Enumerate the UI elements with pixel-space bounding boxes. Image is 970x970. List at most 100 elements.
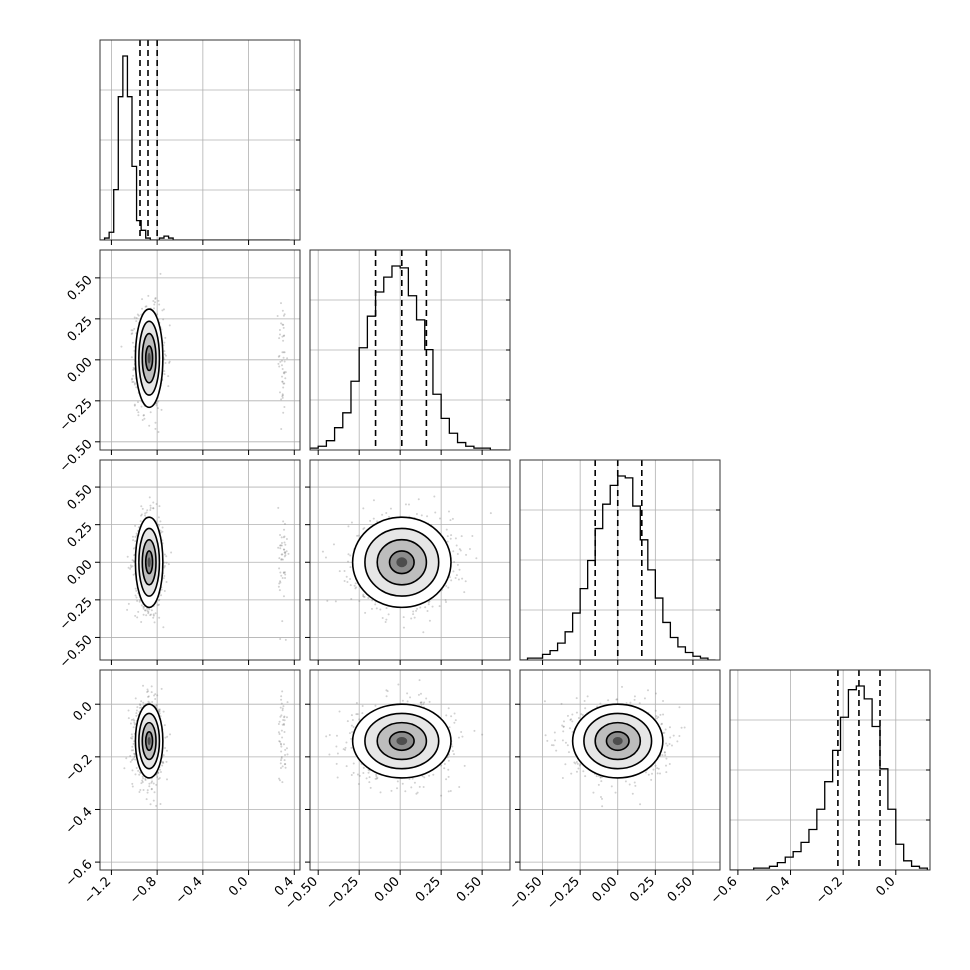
histogram-2 <box>310 265 507 450</box>
sample-point <box>278 333 281 336</box>
sample-point <box>351 719 354 722</box>
sample-point <box>367 771 370 774</box>
sample-point <box>127 709 130 712</box>
sample-point <box>145 511 148 514</box>
scatter-panel-3-1: −0.50−0.250.000.250.50 <box>57 459 301 671</box>
sample-point <box>456 553 459 556</box>
sample-point <box>280 743 283 746</box>
sample-point <box>356 773 359 776</box>
sample-point <box>349 577 352 580</box>
sample-point <box>459 549 462 552</box>
sample-point <box>448 726 451 729</box>
sample-point <box>136 313 139 316</box>
sample-point <box>453 721 456 724</box>
sample-point <box>379 608 382 611</box>
sample-point <box>351 731 354 734</box>
sample-point <box>338 710 341 713</box>
sample-point <box>130 566 133 569</box>
sample-point <box>447 759 450 762</box>
sample-point <box>138 790 141 793</box>
sample-point <box>350 597 353 600</box>
sample-point <box>453 712 456 715</box>
sample-point <box>132 368 135 371</box>
sample-point <box>280 755 283 758</box>
sample-point <box>344 746 347 749</box>
sample-point <box>372 517 375 520</box>
sample-point <box>425 697 428 700</box>
sample-point <box>357 783 360 786</box>
sample-point <box>133 327 136 330</box>
sample-point <box>362 771 365 774</box>
density-core <box>147 352 151 364</box>
sample-point <box>150 781 153 784</box>
sample-point <box>139 520 142 523</box>
sample-point <box>132 366 135 369</box>
sample-point <box>127 566 130 569</box>
sample-point <box>374 704 377 707</box>
sample-point <box>133 719 136 722</box>
sample-point <box>158 776 161 779</box>
sample-point <box>154 612 157 615</box>
sample-point <box>132 749 135 752</box>
sample-point <box>163 358 166 361</box>
sample-point <box>338 570 341 573</box>
sample-point <box>458 548 461 551</box>
sample-point <box>368 781 371 784</box>
sample-point <box>286 753 289 756</box>
sample-point <box>346 580 349 583</box>
sample-point <box>468 548 471 551</box>
sample-point <box>419 701 422 704</box>
sample-point <box>165 561 168 564</box>
y-tick-label: −0.50 <box>57 437 96 476</box>
sample-point <box>129 722 132 725</box>
sample-point <box>131 785 134 788</box>
sample-point <box>284 576 287 579</box>
sample-point <box>663 751 666 754</box>
sample-point <box>283 406 286 409</box>
sample-point <box>349 554 352 557</box>
sample-point <box>164 353 167 356</box>
sample-point <box>282 536 285 539</box>
sample-point <box>446 535 449 538</box>
sample-point <box>162 308 165 311</box>
sample-point <box>354 582 357 585</box>
sample-point <box>440 764 443 767</box>
sample-point <box>282 571 285 574</box>
sample-point <box>282 571 285 574</box>
sample-point <box>415 609 418 612</box>
sample-point <box>418 785 421 788</box>
sample-point <box>283 548 286 551</box>
sample-point <box>447 586 450 589</box>
sample-point <box>146 688 149 691</box>
histogram-1 <box>100 55 290 240</box>
sample-point <box>133 383 136 386</box>
y-tick-label: 0.25 <box>65 520 96 551</box>
y-tick-label: −0.25 <box>57 595 96 634</box>
x-tick-label: 0.25 <box>413 874 444 905</box>
sample-point <box>152 614 155 617</box>
sample-point <box>362 527 365 530</box>
sample-point <box>150 609 153 612</box>
sample-point <box>283 555 286 558</box>
sample-point <box>278 582 281 585</box>
sample-point <box>144 609 147 612</box>
sample-point <box>284 638 287 641</box>
sample-point <box>144 778 147 781</box>
sample-point <box>139 704 142 707</box>
sample-point <box>125 757 128 760</box>
sample-point <box>369 519 372 522</box>
sample-point <box>131 377 134 380</box>
sample-point <box>444 599 447 602</box>
sample-point <box>376 776 379 779</box>
sample-point <box>154 297 157 300</box>
sample-point <box>285 550 288 553</box>
sample-point <box>387 515 390 518</box>
sample-point <box>447 790 450 793</box>
sample-point <box>132 374 135 377</box>
sample-point <box>355 713 358 716</box>
sample-point <box>401 782 404 785</box>
sample-point <box>139 789 142 792</box>
sample-point <box>126 555 129 558</box>
sample-point <box>281 765 284 768</box>
sample-point <box>426 609 429 612</box>
